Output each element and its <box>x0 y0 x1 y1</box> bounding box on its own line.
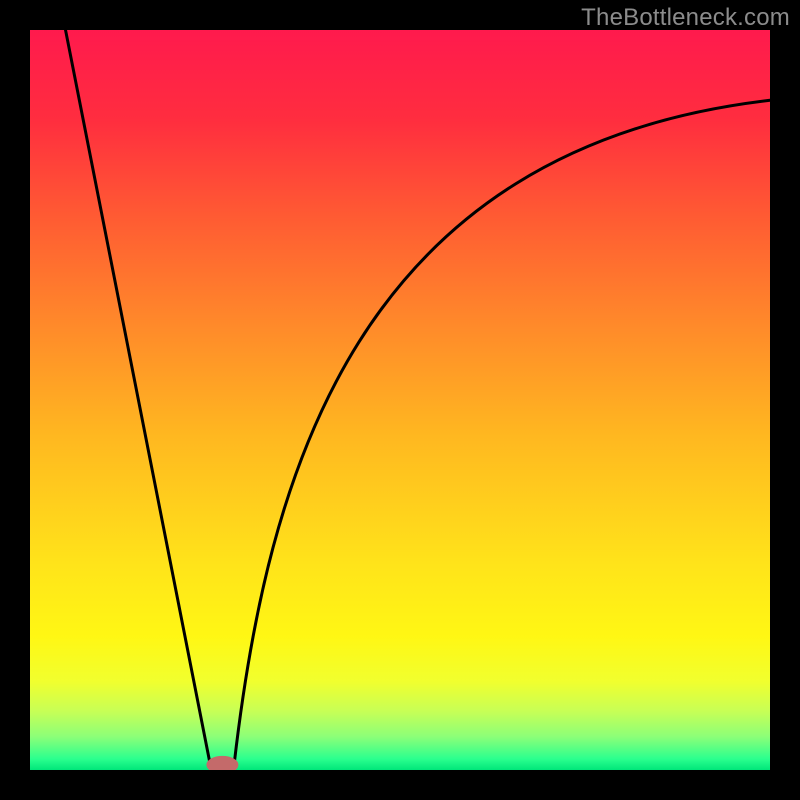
plot-background <box>30 30 770 770</box>
chart-svg <box>0 0 800 800</box>
chart-container: TheBottleneck.com <box>0 0 800 800</box>
watermark-text: TheBottleneck.com <box>581 4 790 32</box>
